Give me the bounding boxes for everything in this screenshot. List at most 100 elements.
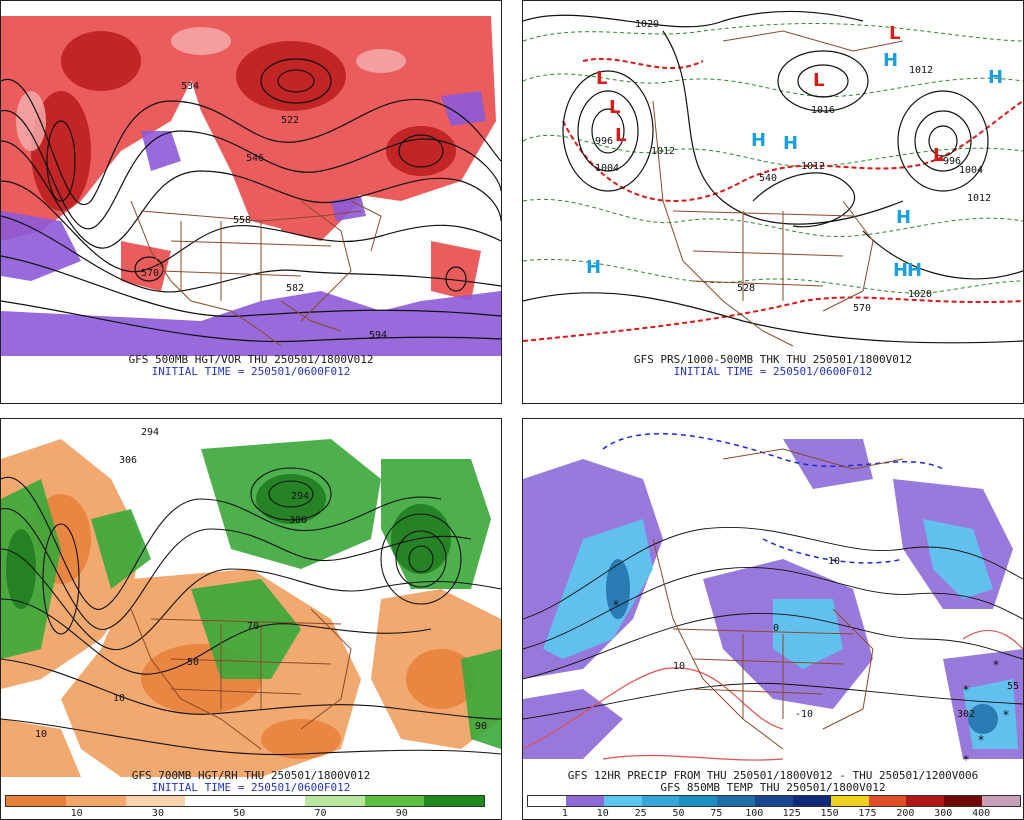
contour-label: -10	[795, 709, 813, 720]
colorbar-swatch	[304, 796, 365, 806]
contour-label: 10	[673, 661, 685, 672]
map-precip-850temp: 10 0 -10 10 302 55 * * * * * *	[523, 419, 1023, 777]
height-contours	[1, 467, 501, 756]
colorbar-label: 10	[596, 808, 609, 819]
contour-label: 1004	[595, 163, 619, 174]
contour-label: 1012	[801, 161, 825, 172]
contour-label: 55	[1007, 681, 1019, 692]
snow-symbol: *	[963, 753, 969, 767]
colorbar-label: 1	[561, 808, 568, 819]
colorbar-swatch	[792, 796, 831, 806]
colorbar-swatch	[125, 796, 186, 806]
contour-label: 306	[119, 455, 137, 466]
contour-label: 1012	[909, 65, 933, 76]
contour-label: 996	[943, 156, 961, 167]
colorbar-swatch	[6, 796, 66, 806]
low-marker: L	[596, 68, 607, 89]
map-caption-init: INITIAL TIME = 250501/0600F012	[151, 365, 351, 378]
contour-label: 1020	[908, 289, 932, 300]
contour-label: 522	[281, 115, 299, 126]
contour-label: 50	[187, 657, 199, 668]
high-pressure-markers: H H H H H H H H	[586, 50, 1003, 281]
colorbar-label: 175	[858, 808, 877, 819]
contour-label: 0	[773, 623, 779, 634]
contour-label: 90	[475, 721, 487, 732]
contour-label: 294	[291, 491, 309, 502]
freezing-line	[602, 432, 944, 564]
map-caption-init: INITIAL TIME = 250501/0600F012	[673, 365, 873, 378]
contour-label: 10	[113, 693, 125, 704]
contour-label: 302	[957, 709, 975, 720]
snow-symbol: *	[963, 683, 969, 697]
precip-colorbar-labels: 1 10 25 50 75 100 125 150 175 200 300 40…	[527, 808, 1019, 819]
colorbar-swatch	[982, 796, 1020, 806]
colorbar-swatch	[868, 796, 907, 806]
geography-lines	[130, 200, 382, 347]
contour-label: 294	[141, 427, 159, 438]
high-marker: H	[907, 260, 922, 281]
contour-label: 534	[181, 81, 199, 92]
high-marker: H	[883, 50, 898, 71]
colorbar-label: 50	[233, 808, 246, 819]
colorbar-swatch	[906, 796, 945, 806]
low-marker: L	[813, 70, 824, 91]
low-marker: L	[889, 23, 900, 44]
colorbar-label: 50	[672, 808, 685, 819]
colorbar-label: 100	[745, 808, 764, 819]
height-contours	[1, 58, 501, 343]
high-marker: H	[586, 257, 601, 278]
colorbar-swatch	[424, 796, 484, 806]
map-caption-title: GFS 700MB HGT/RH THU 250501/1800V012	[131, 769, 371, 782]
low-marker: L	[933, 145, 944, 166]
thickness-540-line	[523, 57, 1023, 342]
contour-label: 306	[289, 515, 307, 526]
colorbar-swatch	[944, 796, 983, 806]
colorbar-label: 75	[710, 808, 723, 819]
colorbar-label: 200	[896, 808, 915, 819]
contour-label: 570	[141, 268, 159, 279]
map-caption-init: INITIAL TIME = 250501/0600F012	[151, 781, 351, 794]
colorbar-label: 70	[314, 808, 327, 819]
panel-700mb-hgt-rh: 294 306 294 306 50 10 70 90 10 GFS 700MB…	[0, 418, 502, 820]
colorbar-swatch	[528, 796, 566, 806]
colorbar-swatch	[679, 796, 718, 806]
snow-symbol: *	[613, 598, 619, 612]
high-marker: H	[896, 207, 911, 228]
rh-colorbar	[5, 795, 485, 807]
map-500mb-vorticity: 534 522 546 558 570 582 594	[1, 1, 501, 361]
contour-label: 996	[595, 136, 613, 147]
contour-label: 546	[246, 153, 264, 164]
map-caption-title: GFS 500MB HGT/VOR THU 250501/1800V012	[128, 353, 374, 366]
contour-label: 582	[286, 283, 304, 294]
rh-colorbar-labels: 10 30 50 70 90	[5, 808, 483, 819]
contour-label: 540	[759, 173, 777, 184]
colorbar-label: 30	[151, 808, 164, 819]
colorbar-label: 150	[820, 808, 839, 819]
colorbar-swatch	[565, 796, 604, 806]
panel-500mb-hgt-vor: 534 522 546 558 570 582 594 GFS 500MB HG…	[0, 0, 502, 404]
colorbar-label: 300	[934, 808, 953, 819]
contour-label: 570	[853, 303, 871, 314]
high-marker: H	[988, 67, 1003, 88]
contour-label: 1016	[811, 105, 835, 116]
colorbar-swatch	[185, 796, 245, 806]
contour-label: 558	[233, 215, 251, 226]
warm-contours	[523, 629, 1023, 761]
geography-lines	[652, 30, 904, 347]
colorbar-swatch	[364, 796, 425, 806]
colorbar-swatch	[755, 796, 793, 806]
high-marker: H	[783, 133, 798, 154]
contour-label: 528	[737, 283, 755, 294]
low-pressure-markers: L L L L L L	[596, 23, 944, 166]
colorbar-label: 400	[972, 808, 991, 819]
colorbar-swatch	[641, 796, 680, 806]
colorbar-label: 25	[634, 808, 647, 819]
precip-colorbar	[527, 795, 1021, 807]
contour-label: 10	[828, 556, 840, 567]
map-700mb-rh: 294 306 294 306 50 10 70 90 10	[1, 419, 501, 777]
high-marker: H	[751, 130, 766, 151]
colorbar-swatch	[830, 796, 869, 806]
snow-symbol: *	[1003, 708, 1009, 722]
colorbar-label: 90	[395, 808, 408, 819]
contour-label: 1012	[651, 146, 675, 157]
